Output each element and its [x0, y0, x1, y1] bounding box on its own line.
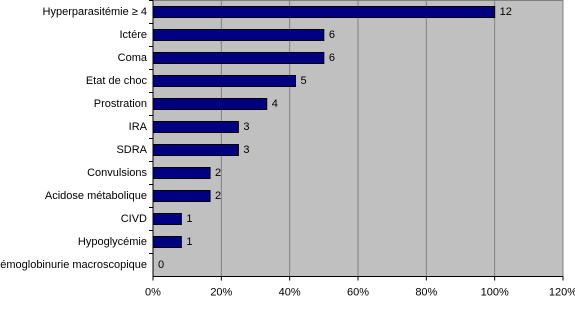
y-tick-label: IRA [129, 121, 148, 133]
y-tick-label: CIVD [121, 213, 147, 225]
data-label: 1 [186, 236, 192, 248]
bar [152, 6, 496, 18]
bar [152, 167, 211, 179]
x-tick-label: 80% [415, 286, 437, 298]
y-tick-label: Prostration [94, 98, 147, 110]
x-tick-label: 120% [549, 286, 575, 298]
data-label: 12 [500, 6, 512, 18]
x-tick-label: 20% [210, 286, 232, 298]
data-label: 1 [186, 213, 192, 225]
bar [152, 29, 325, 41]
y-tick-label: Hypoglycémie [78, 236, 147, 248]
data-label: 6 [329, 52, 335, 64]
bar [152, 98, 268, 110]
data-label: 2 [215, 190, 221, 202]
y-tick-label: Convulsions [87, 167, 147, 179]
bar [152, 213, 182, 225]
y-tick-label: Hémoglobinurie macroscopique [0, 259, 147, 271]
x-tick-label: 0% [145, 286, 161, 298]
y-tick-label: Acidose métabolique [45, 190, 147, 202]
y-tick-label: Etat de choc [86, 75, 148, 87]
data-label: 2 [215, 167, 221, 179]
y-tick-label: Hyperparasitémie ≥ 4 [43, 6, 147, 18]
data-label: 3 [243, 121, 249, 133]
y-tick-label: Ictére [119, 29, 147, 41]
bar [152, 52, 325, 64]
bar [152, 236, 182, 248]
data-label: 5 [300, 75, 306, 87]
data-label: 4 [272, 98, 278, 110]
y-tick-label: Coma [118, 52, 148, 64]
data-label: 3 [243, 144, 249, 156]
y-tick-label: SDRA [116, 144, 147, 156]
x-tick-label: 60% [347, 286, 369, 298]
bar [152, 75, 296, 87]
x-tick-label: 100% [481, 286, 509, 298]
data-label: 6 [329, 29, 335, 41]
data-label: 0 [158, 259, 164, 271]
bar [152, 190, 211, 202]
bar [152, 144, 239, 156]
x-tick-label: 40% [279, 286, 301, 298]
bar [152, 121, 239, 133]
